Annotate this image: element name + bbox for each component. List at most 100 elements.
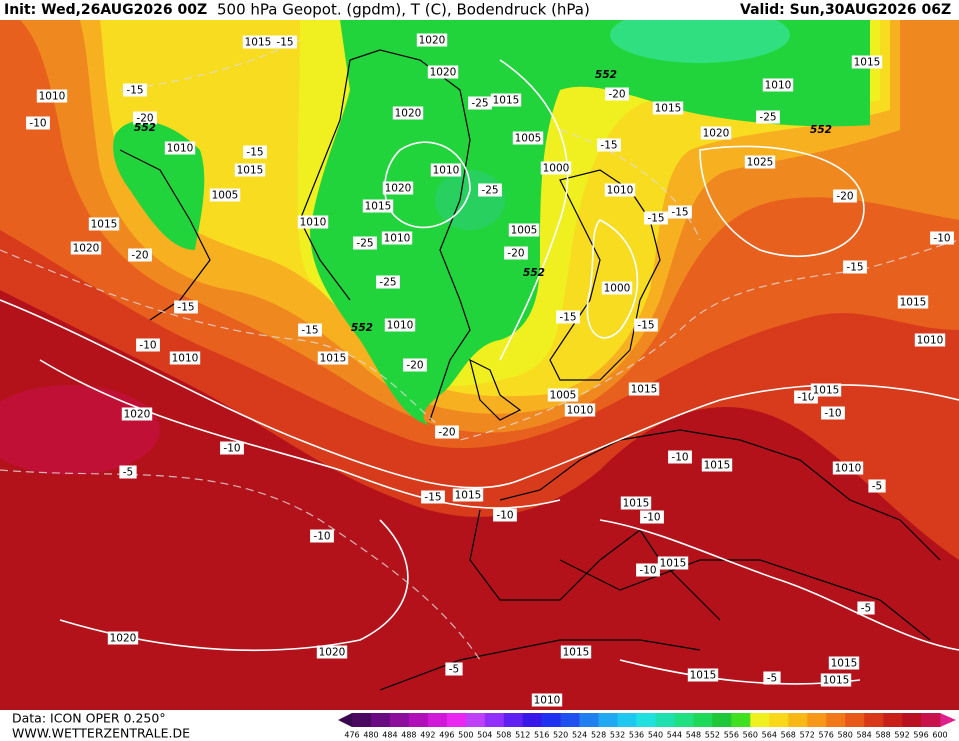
colorbar-swatch: [370, 713, 391, 727]
contour-label: 1015: [900, 297, 927, 309]
contour-label: 1015: [690, 670, 717, 682]
label-box: [273, 35, 297, 49]
colorbar-label: 480: [363, 731, 378, 740]
contour-label: 1010: [765, 80, 792, 92]
contour-label: -20: [836, 191, 853, 203]
colorbar-swatch: [655, 713, 675, 727]
label-box: [868, 479, 886, 493]
colorbar-label: 528: [591, 731, 606, 740]
contour-label: -10: [639, 565, 656, 577]
contour-label: 1015: [813, 385, 840, 397]
contour-label: -5: [872, 481, 882, 493]
colorbar-swatch: [807, 713, 827, 727]
colorbar-swatch: [579, 713, 599, 727]
label-box: [843, 260, 867, 274]
label-box: [640, 510, 664, 524]
contour-label: 1010: [384, 233, 411, 245]
isobars: [0, 59, 959, 685]
colorbar-swatch: [902, 713, 922, 727]
contour-label: 1015: [660, 558, 687, 570]
contour-label: -15: [671, 207, 688, 219]
contour-label: 1020: [110, 633, 137, 645]
contour-label: -5: [449, 664, 459, 676]
contour-label: 1015: [493, 95, 520, 107]
label-box: [297, 215, 329, 229]
contour-label: -10: [139, 340, 156, 352]
label-box: [620, 496, 652, 510]
label-box: [403, 358, 427, 372]
contour-label: 1015: [245, 37, 272, 49]
contour-label: -10: [29, 118, 46, 130]
contour-label: 1010: [167, 143, 194, 155]
label-box: [376, 275, 400, 289]
colorbar-swatch: [750, 713, 770, 727]
colorbar-label: 508: [496, 731, 511, 740]
colorbar-arrow-right: [940, 713, 956, 727]
label-box: [687, 668, 719, 682]
label-box: [107, 631, 139, 645]
contour-label: 1015: [854, 57, 881, 69]
label-box: [421, 490, 445, 504]
label-box: [601, 281, 633, 295]
contour-label: -10: [824, 408, 841, 420]
colorbar-label: 600: [932, 731, 947, 740]
contour-label: 1015: [623, 498, 650, 510]
label-box: [504, 246, 528, 260]
contour-label: -25: [471, 98, 488, 110]
contour-label: 1015: [704, 460, 731, 472]
label-box: [763, 671, 781, 685]
contour-label: 1005: [511, 225, 538, 237]
contour-label: 1010: [607, 185, 634, 197]
colorbar-label: 556: [724, 731, 739, 740]
contour-label: -5: [767, 673, 777, 685]
colorbar-swatch: [427, 713, 448, 727]
label-box: [174, 300, 198, 314]
colorbar-label: 500: [458, 731, 473, 740]
contour-label: 1000: [604, 283, 631, 295]
label-box: [128, 248, 152, 262]
label-box: [762, 78, 794, 92]
contour-label: 1015: [655, 103, 682, 115]
contour-label: 1020: [703, 128, 730, 140]
label-box: [209, 188, 241, 202]
label-box: [435, 425, 459, 439]
contour-label: -25: [379, 277, 396, 289]
label-box: [242, 35, 274, 49]
label-box: [857, 601, 875, 615]
contour-label: 1015: [455, 490, 482, 502]
label-box: [164, 141, 196, 155]
contour-label: 1020: [385, 183, 412, 195]
label-box: [384, 318, 416, 332]
contour-label: 1020: [73, 243, 100, 255]
colorbar: 476 480 484 488 492 496 500 504 508 512 516 520 524 5…: [344, 713, 948, 740]
init-time: Init: Wed,26AUG2026 00Z: [4, 2, 207, 18]
colorbar-label: 560: [743, 731, 758, 740]
contour-label: -10: [496, 510, 513, 522]
label-box: [540, 161, 572, 175]
label-box: [668, 450, 692, 464]
colorbar-label: 588: [875, 731, 890, 740]
colorbar-swatch: [560, 713, 580, 727]
contour-label: 1015: [631, 384, 658, 396]
label-box: [490, 93, 522, 107]
label-box: [701, 458, 733, 472]
colorbar-swatch: [864, 713, 884, 727]
label-box: [478, 183, 502, 197]
map-title: 500 hPa Geopot. (gpdm), T (C), Bodendruc…: [217, 1, 590, 19]
contour-label: 1015: [91, 219, 118, 231]
valid-time: Valid: Sun,30AUG2026 06Z: [740, 2, 951, 18]
label-box: [119, 465, 137, 479]
label-box: [828, 656, 860, 670]
colorbar-label: 568: [781, 731, 796, 740]
coastlines: [119, 49, 941, 691]
colorbar-swatch: [389, 713, 410, 727]
label-box: [634, 318, 658, 332]
label-box: [897, 295, 929, 309]
label-box: [243, 145, 267, 159]
colorbar-label: 572: [800, 731, 815, 740]
colorbar-swatch: [845, 713, 865, 727]
label-box: [317, 351, 349, 365]
contour-label: 1010: [172, 353, 199, 365]
